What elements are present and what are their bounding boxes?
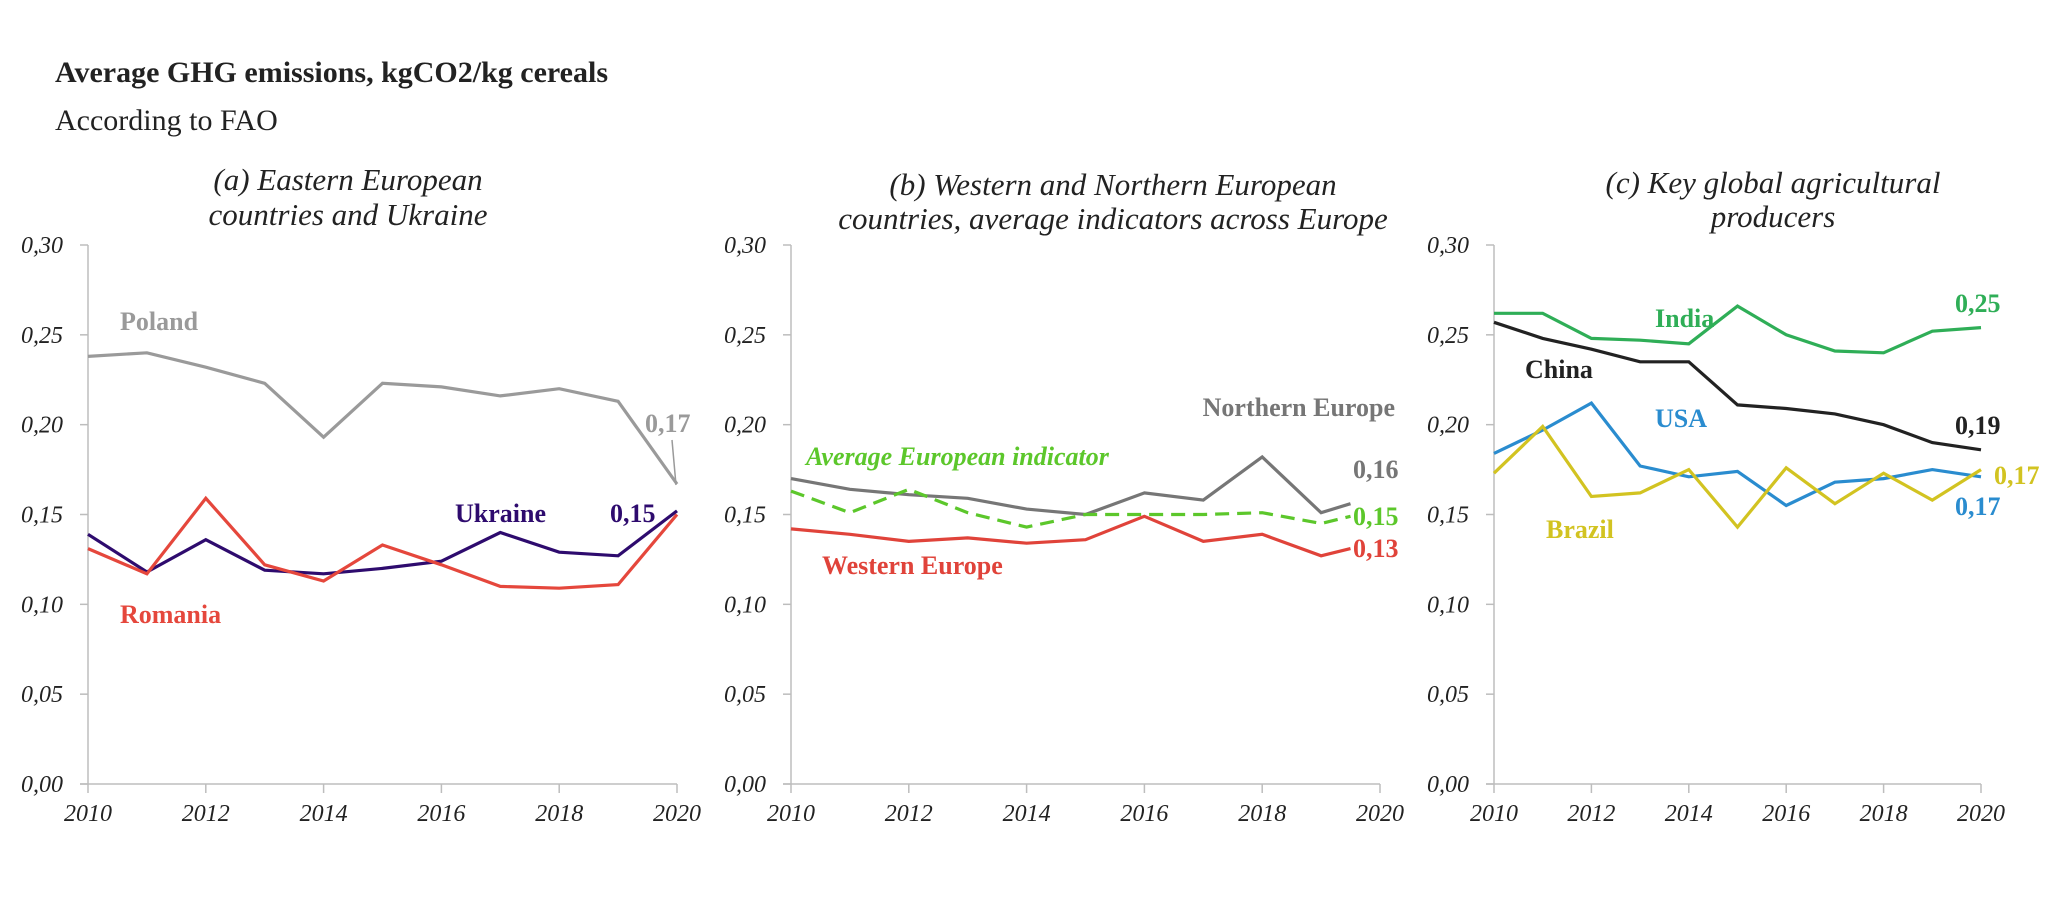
y-tick-label: 0,25 bbox=[21, 323, 63, 349]
y-tick-label: 0,20 bbox=[1427, 413, 1469, 439]
panel-title-line: countries, average indicators across Eur… bbox=[838, 201, 1388, 236]
y-tick-label: 0,25 bbox=[724, 323, 766, 349]
y-tick-label: 0,05 bbox=[724, 682, 766, 708]
y-tick-label: 0,00 bbox=[1427, 772, 1469, 798]
end-value-label: 0,17 bbox=[1994, 461, 2040, 490]
x-tick-label: 2018 bbox=[535, 801, 583, 827]
x-tick-label: 2020 bbox=[653, 801, 701, 827]
series-line-india bbox=[1494, 304, 1982, 355]
x-tick-label: 2010 bbox=[64, 801, 112, 827]
y-tick-label: 0,15 bbox=[724, 503, 766, 529]
series-line-romania bbox=[87, 495, 679, 590]
x-tick-label: 2012 bbox=[885, 801, 933, 827]
series-name-label: Western Europe bbox=[822, 551, 1003, 580]
end-value-label: 0,15 bbox=[1353, 502, 1399, 531]
series-name-label: Brazil bbox=[1546, 515, 1614, 544]
series-name-label: Romania bbox=[120, 600, 221, 629]
end-value-label: 0,17 bbox=[645, 409, 691, 438]
y-tick-label: 0,15 bbox=[1427, 503, 1469, 529]
x-tick-label: 2018 bbox=[1238, 801, 1286, 827]
series-line-brazil bbox=[1492, 424, 1982, 530]
x-tick-label: 2012 bbox=[182, 801, 230, 827]
x-tick-label: 2020 bbox=[1957, 801, 2005, 827]
y-tick-label: 0,05 bbox=[1427, 682, 1469, 708]
chart-panel-2: (b) Western and Northern Europeancountri… bbox=[724, 167, 1404, 827]
series-name-label: Ukraine bbox=[455, 499, 546, 528]
x-tick-label: 2014 bbox=[300, 801, 348, 827]
y-tick-label: 0,20 bbox=[21, 413, 63, 439]
series-line-ukraine bbox=[87, 509, 678, 576]
end-value-label: 0,17 bbox=[1955, 492, 2001, 521]
panel-title-line: producers bbox=[1709, 199, 1836, 234]
series-name-label: India bbox=[1655, 304, 1714, 333]
series-line-china bbox=[1493, 320, 1982, 452]
series-name-label: Northern Europe bbox=[1203, 393, 1395, 422]
series-name-label: Average European indicator bbox=[804, 442, 1110, 471]
y-tick-label: 0,10 bbox=[21, 592, 63, 618]
label-leader-line bbox=[671, 439, 677, 486]
x-tick-label: 2010 bbox=[767, 801, 815, 827]
end-value-label: 0,25 bbox=[1955, 289, 2001, 318]
x-tick-label: 2016 bbox=[1762, 801, 1810, 827]
series-line-poland bbox=[87, 351, 679, 485]
y-tick-label: 0,30 bbox=[724, 233, 766, 259]
figure-subtitle: According to FAO bbox=[55, 104, 278, 137]
x-tick-label: 2010 bbox=[1470, 801, 1518, 827]
series-line-usa bbox=[1493, 401, 1982, 508]
y-tick-label: 0,10 bbox=[1427, 592, 1469, 618]
series-name-label: USA bbox=[1655, 404, 1707, 433]
series-name-label: China bbox=[1525, 355, 1593, 384]
panel-title-line: countries and Ukraine bbox=[209, 197, 488, 232]
x-tick-label: 2014 bbox=[1665, 801, 1713, 827]
end-value-label: 0,16 bbox=[1353, 455, 1399, 484]
x-tick-label: 2012 bbox=[1567, 801, 1615, 827]
series-line-average-european-indicator bbox=[790, 487, 1351, 529]
y-tick-label: 0,30 bbox=[1427, 233, 1469, 259]
y-tick-label: 0,15 bbox=[21, 503, 63, 529]
y-tick-label: 0,30 bbox=[21, 233, 63, 259]
y-tick-label: 0,25 bbox=[1427, 323, 1469, 349]
series-line-western-europe bbox=[790, 514, 1351, 558]
panel-title-line: (b) Western and Northern European bbox=[889, 167, 1336, 202]
end-value-label: 0,19 bbox=[1955, 411, 2001, 440]
end-value-label: 0,13 bbox=[1353, 534, 1399, 563]
panel-title-line: (c) Key global agricultural bbox=[1606, 165, 1941, 200]
y-tick-label: 0,05 bbox=[21, 682, 63, 708]
x-tick-label: 2018 bbox=[1860, 801, 1908, 827]
end-value-label: 0,15 bbox=[610, 499, 656, 528]
y-tick-label: 0,00 bbox=[724, 772, 766, 798]
y-tick-label: 0,20 bbox=[724, 413, 766, 439]
y-tick-label: 0,10 bbox=[724, 592, 766, 618]
x-tick-label: 2016 bbox=[417, 801, 465, 827]
figure-title: Average GHG emissions, kgCO2/kg cereals bbox=[55, 56, 609, 89]
x-tick-label: 2020 bbox=[1356, 801, 1404, 827]
y-tick-label: 0,00 bbox=[21, 772, 63, 798]
x-tick-label: 2016 bbox=[1120, 801, 1168, 827]
x-tick-label: 2014 bbox=[1003, 801, 1051, 827]
series-name-label: Poland bbox=[120, 307, 199, 336]
panel-title-line: (a) Eastern European bbox=[213, 162, 482, 197]
